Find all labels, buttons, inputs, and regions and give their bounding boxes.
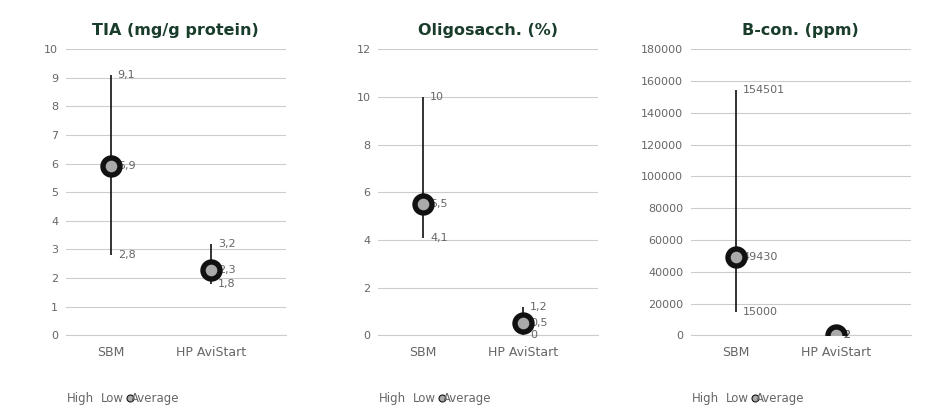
Legend: High, Low, Average: High, Low, Average xyxy=(373,387,497,409)
Text: 2,3: 2,3 xyxy=(218,265,236,274)
Text: 1,2: 1,2 xyxy=(531,302,548,312)
Text: 15000: 15000 xyxy=(743,306,777,317)
Text: 0: 0 xyxy=(531,330,537,340)
Point xyxy=(516,320,531,327)
Text: 154501: 154501 xyxy=(743,85,785,94)
Text: 10: 10 xyxy=(430,92,444,102)
Text: 5,5: 5,5 xyxy=(430,199,448,209)
Legend: High, Low, Average: High, Low, Average xyxy=(61,387,184,409)
Text: 4,1: 4,1 xyxy=(430,233,448,243)
Text: 2,8: 2,8 xyxy=(117,250,135,260)
Text: 1: 1 xyxy=(843,330,850,340)
Point xyxy=(416,201,431,207)
Point xyxy=(103,163,118,170)
Point xyxy=(103,163,118,170)
Title: B-con. (ppm): B-con. (ppm) xyxy=(743,23,859,38)
Point xyxy=(203,266,218,273)
Text: 2: 2 xyxy=(843,330,850,340)
Text: 9,1: 9,1 xyxy=(117,70,135,80)
Point xyxy=(416,201,431,207)
Text: 1,8: 1,8 xyxy=(218,279,236,289)
Point xyxy=(729,254,744,260)
Point xyxy=(828,332,843,339)
Point xyxy=(203,266,218,273)
Text: 0,5: 0,5 xyxy=(531,319,547,328)
Point xyxy=(828,332,843,339)
Point xyxy=(729,254,744,260)
Title: TIA (mg/g protein): TIA (mg/g protein) xyxy=(92,23,259,38)
Point xyxy=(516,320,531,327)
Text: 2: 2 xyxy=(843,330,850,340)
Text: 3,2: 3,2 xyxy=(218,239,236,249)
Legend: High, Low, Average: High, Low, Average xyxy=(685,387,809,409)
Title: Oligosacch. (%): Oligosacch. (%) xyxy=(418,23,559,38)
Text: 49430: 49430 xyxy=(743,252,778,262)
Text: 5,9: 5,9 xyxy=(117,162,135,171)
